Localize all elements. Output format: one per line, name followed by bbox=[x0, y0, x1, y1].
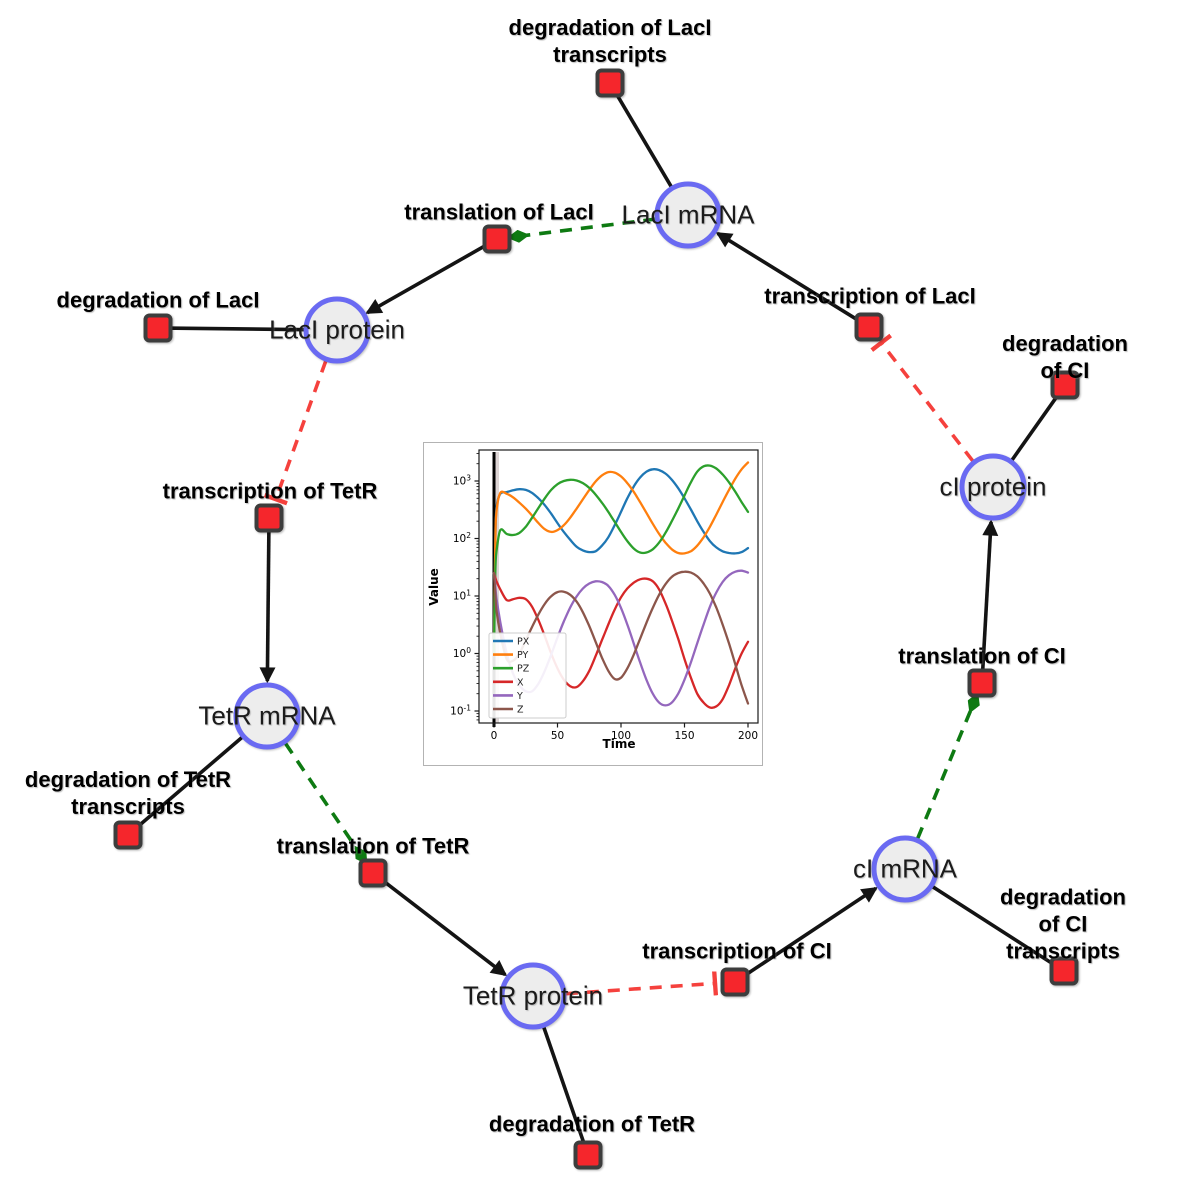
edge-transl-laci-laci-protein bbox=[365, 240, 493, 315]
edge-tetr-mrna-transl-tetr bbox=[283, 742, 368, 865]
edge-deg-laci-tx-laci-mrna bbox=[611, 87, 675, 191]
legend-label-px: PX bbox=[517, 637, 530, 648]
legend-label-x: X bbox=[517, 677, 524, 688]
edge-deg-tetr-tetr-protein bbox=[541, 1023, 588, 1150]
species-node-laci-protein[interactable] bbox=[303, 296, 371, 364]
x-tick-label: 100 bbox=[611, 730, 631, 742]
y-tick-label: 100 bbox=[453, 646, 471, 660]
reaction-node-tx-laci[interactable] bbox=[854, 312, 884, 342]
reaction-node-tx-tetr[interactable] bbox=[254, 503, 284, 533]
curve-py bbox=[492, 461, 750, 655]
edge-deg-laci-laci-protein bbox=[163, 326, 308, 332]
curve-pz bbox=[492, 464, 750, 655]
chart-xlabel: Time bbox=[602, 737, 636, 751]
legend-label-py: PY bbox=[517, 650, 529, 661]
edge-transl-tetr-tetr-protein bbox=[376, 875, 508, 977]
edge-ci-mrna-transl-ci bbox=[915, 692, 980, 840]
edge-laci-protein-tx-tetr bbox=[263, 360, 328, 506]
species-node-laci-mrna[interactable] bbox=[654, 181, 722, 249]
legend-label-z: Z bbox=[517, 705, 524, 716]
chart-legend: PX PY PZ XYZ bbox=[488, 632, 567, 719]
reaction-node-deg-tetr-tx[interactable] bbox=[113, 820, 143, 850]
edge-deg-tetr-tx-tetr-mrna bbox=[131, 734, 246, 833]
species-node-ci-mrna[interactable] bbox=[871, 835, 939, 903]
reaction-node-deg-tetr[interactable] bbox=[573, 1140, 603, 1170]
edge-laci-mrna-transl-laci bbox=[507, 217, 656, 243]
legend-label-y: Y bbox=[516, 691, 523, 702]
edge-transl-ci-ci-protein bbox=[980, 519, 999, 678]
chart-ylabel: Value bbox=[427, 568, 441, 606]
species-node-tetr-mrna[interactable] bbox=[233, 682, 301, 750]
edge-ci-protein-tx-laci bbox=[870, 333, 975, 463]
timecourse-chart: 10-1 100 101 102 103 0 50 100 150 200 PX PY PZ XYZ bbox=[450, 449, 759, 742]
curve-px bbox=[492, 468, 750, 655]
reaction-node-tx-ci[interactable] bbox=[720, 967, 750, 997]
edge-tx-tetr-tetr-mrna bbox=[259, 523, 276, 684]
curve-x bbox=[492, 571, 750, 709]
reaction-node-deg-laci-tx[interactable] bbox=[595, 68, 625, 98]
y-tick-label: 102 bbox=[453, 531, 471, 545]
reaction-node-deg-laci[interactable] bbox=[143, 313, 173, 343]
species-node-ci-protein[interactable] bbox=[959, 453, 1027, 521]
x-tick-label: 0 bbox=[491, 730, 498, 742]
y-tick-label: 10-1 bbox=[450, 704, 471, 718]
edge-deg-ci-ci-protein bbox=[1008, 388, 1064, 464]
reaction-node-transl-ci[interactable] bbox=[967, 668, 997, 698]
reaction-node-transl-laci[interactable] bbox=[482, 224, 512, 254]
edge-tx-ci-ci-mrna bbox=[739, 886, 878, 981]
edge-tetr-protein-tx-ci bbox=[565, 971, 719, 996]
species-node-tetr-protein[interactable] bbox=[499, 962, 567, 1030]
edge-tx-laci-laci-mrna bbox=[715, 231, 865, 326]
timecourse-inset: 10-1 100 101 102 103 0 50 100 150 200 PX PY PZ X Y Z Ti… bbox=[423, 442, 763, 766]
y-tick-label: 101 bbox=[453, 589, 471, 603]
y-tick-label: 103 bbox=[453, 474, 471, 488]
reaction-node-deg-ci[interactable] bbox=[1050, 370, 1080, 400]
x-tick-label: 200 bbox=[738, 730, 758, 742]
x-tick-label: 50 bbox=[551, 730, 564, 742]
reaction-node-transl-tetr[interactable] bbox=[358, 858, 388, 888]
edge-deg-ci-tx-ci-mrna bbox=[929, 883, 1060, 970]
reaction-node-deg-ci-tx[interactable] bbox=[1049, 956, 1079, 986]
legend-label-pz: PZ bbox=[517, 664, 530, 675]
x-tick-label: 150 bbox=[674, 730, 694, 742]
